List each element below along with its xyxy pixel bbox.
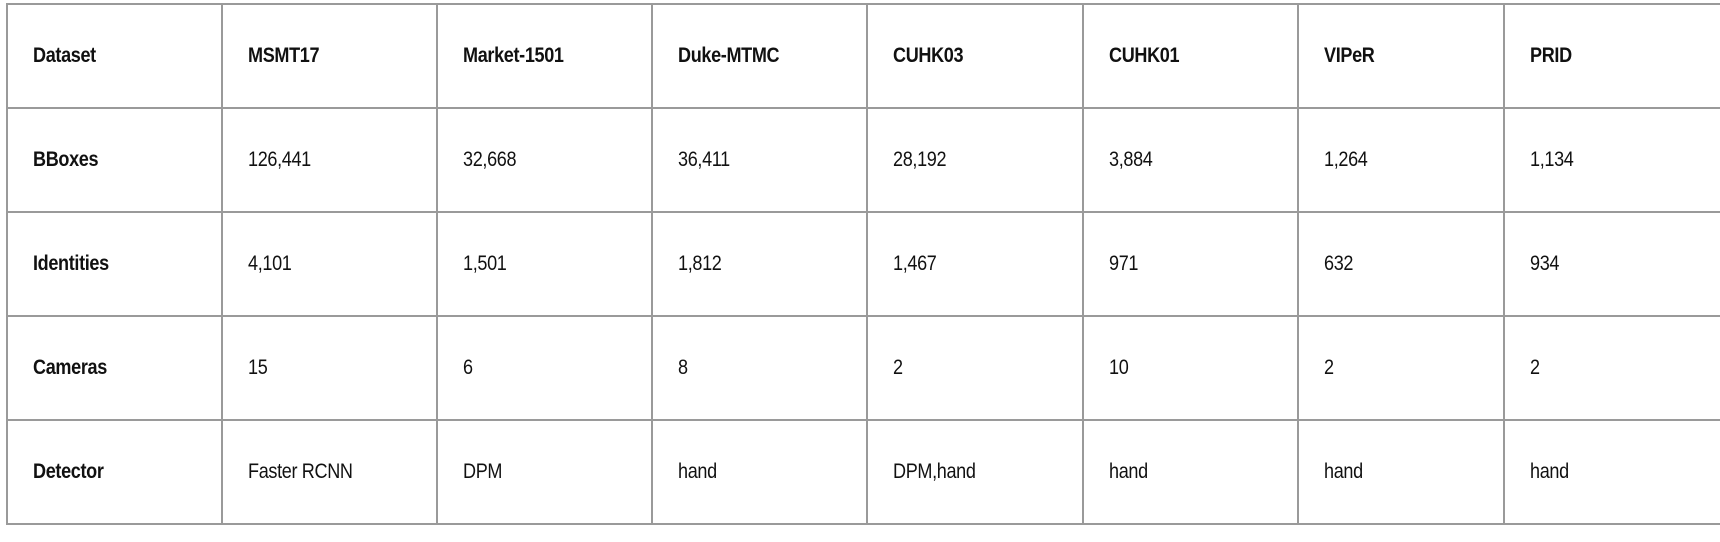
row-label: Cameras [33,356,107,379]
header-cell-viper: VIPeR [1297,3,1505,109]
header-label: PRID [1530,44,1572,67]
table-cell: 126,441 [221,107,438,213]
row-label-cell: Detector [6,419,223,525]
header-cell-market-1501: Market-1501 [436,3,653,109]
cell-value: 126,441 [248,148,311,171]
header-cell-cuhk03: CUHK03 [866,3,1084,109]
table-cell: 2 [866,315,1084,421]
cell-value: 8 [678,356,688,379]
cell-value: 15 [248,356,268,379]
cell-value: 1,501 [463,252,507,275]
table-cell: 36,411 [651,107,868,213]
table-cell: DPM,hand [866,419,1084,525]
cell-value: 6 [463,356,473,379]
dataset-comparison-table: Dataset MSMT17 Market-1501 Duke-MTMC CUH… [6,3,1720,525]
table-cell: DPM [436,419,653,525]
header-cell-duke-mtmc: Duke-MTMC [651,3,868,109]
table-cell: Faster RCNN [221,419,438,525]
cell-value: 28,192 [893,148,947,171]
table-row-cameras: Cameras 15 6 8 2 10 2 2 [6,315,1720,421]
header-label: CUHK01 [1109,44,1180,67]
table-cell: 3,884 [1082,107,1299,213]
table-cell: 971 [1082,211,1299,317]
cell-value: 2 [893,356,903,379]
cell-value: DPM [463,460,503,483]
table-row-bboxes: BBoxes 126,441 32,668 36,411 28,192 3,88… [6,107,1720,213]
cell-value: 1,812 [678,252,722,275]
row-label: Detector [33,460,104,483]
table-cell: 6 [436,315,653,421]
cell-value: 1,264 [1324,148,1368,171]
cell-value: hand [678,460,717,483]
cell-value: DPM,hand [893,460,976,483]
table-cell: 2 [1503,315,1720,421]
table-cell: 2 [1297,315,1505,421]
table-cell: hand [1297,419,1505,525]
table-cell: 1,812 [651,211,868,317]
table-cell: 934 [1503,211,1720,317]
table-cell: 28,192 [866,107,1084,213]
table-row-identities: Identities 4,101 1,501 1,812 1,467 971 6… [6,211,1720,317]
row-label-cell: Cameras [6,315,223,421]
row-label: Identities [33,252,109,275]
cell-value: 4,101 [248,252,292,275]
table-cell: 4,101 [221,211,438,317]
cell-value: 1,134 [1530,148,1574,171]
cell-value: 934 [1530,252,1560,275]
header-label: Dataset [33,44,96,67]
cell-value: 632 [1324,252,1354,275]
table-cell: 8 [651,315,868,421]
cell-value: hand [1324,460,1363,483]
table-cell: hand [1503,419,1720,525]
cell-value: 32,668 [463,148,517,171]
table-cell: 15 [221,315,438,421]
row-label-cell: Identities [6,211,223,317]
cell-value: 2 [1324,356,1334,379]
cell-value: 2 [1530,356,1540,379]
header-label: CUHK03 [893,44,964,67]
table-cell: 10 [1082,315,1299,421]
row-label-cell: BBoxes [6,107,223,213]
header-cell-msmt17: MSMT17 [221,3,438,109]
table-cell: 1,501 [436,211,653,317]
header-label: Market-1501 [463,44,564,67]
table-cell: 1,134 [1503,107,1720,213]
table-cell: hand [1082,419,1299,525]
table-cell: 1,264 [1297,107,1505,213]
header-label: MSMT17 [248,44,320,67]
table-cell: 1,467 [866,211,1084,317]
header-cell-dataset: Dataset [6,3,223,109]
cell-value: hand [1109,460,1148,483]
table-cell: hand [651,419,868,525]
header-label: Duke-MTMC [678,44,780,67]
cell-value: 36,411 [678,148,730,171]
table-cell: 632 [1297,211,1505,317]
cell-value: 1,467 [893,252,937,275]
cell-value: hand [1530,460,1569,483]
cell-value: Faster RCNN [248,460,353,483]
table-cell: 32,668 [436,107,653,213]
header-label: VIPeR [1324,44,1375,67]
row-label: BBoxes [33,148,99,171]
header-row: Dataset MSMT17 Market-1501 Duke-MTMC CUH… [6,3,1720,109]
cell-value: 971 [1109,252,1139,275]
cell-value: 3,884 [1109,148,1153,171]
header-cell-cuhk01: CUHK01 [1082,3,1299,109]
dataset-comparison-table-container: Dataset MSMT17 Market-1501 Duke-MTMC CUH… [6,3,1720,525]
table-row-detector: Detector Faster RCNN DPM hand DPM,hand h… [6,419,1720,525]
header-cell-prid: PRID [1503,3,1720,109]
cell-value: 10 [1109,356,1129,379]
